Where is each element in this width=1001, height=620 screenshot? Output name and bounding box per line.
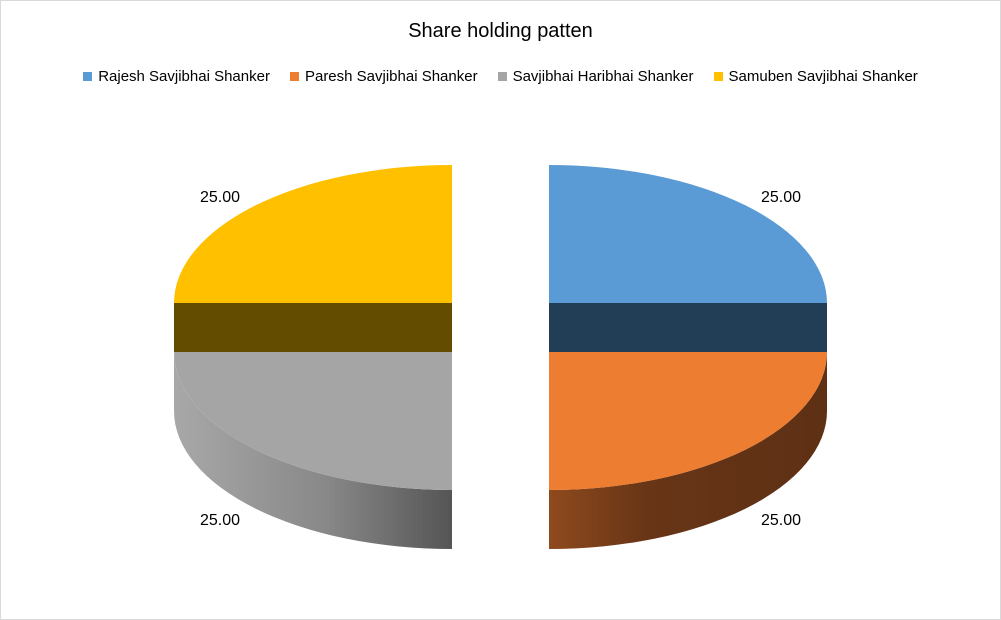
slice-side-rajesh: [549, 303, 827, 352]
data-label-samuben: 25.00: [200, 189, 240, 206]
legend-swatch-samuben: [713, 72, 723, 81]
legend-entry-rajesh: Rajesh Savjibhai Shanker: [83, 68, 270, 85]
legend: Rajesh Savjibhai Shanker Paresh Savjibha…: [0, 68, 1001, 85]
legend-entry-samuben: Samuben Savjibhai Shanker: [713, 68, 918, 85]
legend-swatch-savjibhai: [497, 72, 507, 81]
slice-top-rajesh: [549, 165, 827, 303]
legend-entry-paresh: Paresh Savjibhai Shanker: [289, 68, 478, 85]
legend-entry-savjibhai: Savjibhai Haribhai Shanker: [497, 68, 694, 85]
legend-swatch-rajesh: [83, 72, 93, 81]
slice-side-samuben: [174, 303, 452, 352]
data-label-rajesh: 25.00: [761, 189, 801, 206]
legend-label-savjibhai: Savjibhai Haribhai Shanker: [512, 68, 694, 85]
slice-side-paresh: [549, 352, 827, 549]
slice-side-savjibhai: [174, 352, 452, 549]
slice-top-samuben: [174, 165, 452, 303]
legend-label-rajesh: Rajesh Savjibhai Shanker: [98, 68, 270, 85]
slice-top-paresh: [549, 352, 827, 490]
data-label-savjibhai: 25.00: [200, 512, 240, 529]
legend-label-samuben: Samuben Savjibhai Shanker: [728, 68, 918, 85]
legend-swatch-paresh: [289, 72, 299, 81]
legend-label-paresh: Paresh Savjibhai Shanker: [304, 68, 478, 85]
slice-top-savjibhai: [174, 352, 452, 490]
chart-title: Share holding patten: [408, 20, 593, 42]
data-label-paresh: 25.00: [761, 512, 801, 529]
